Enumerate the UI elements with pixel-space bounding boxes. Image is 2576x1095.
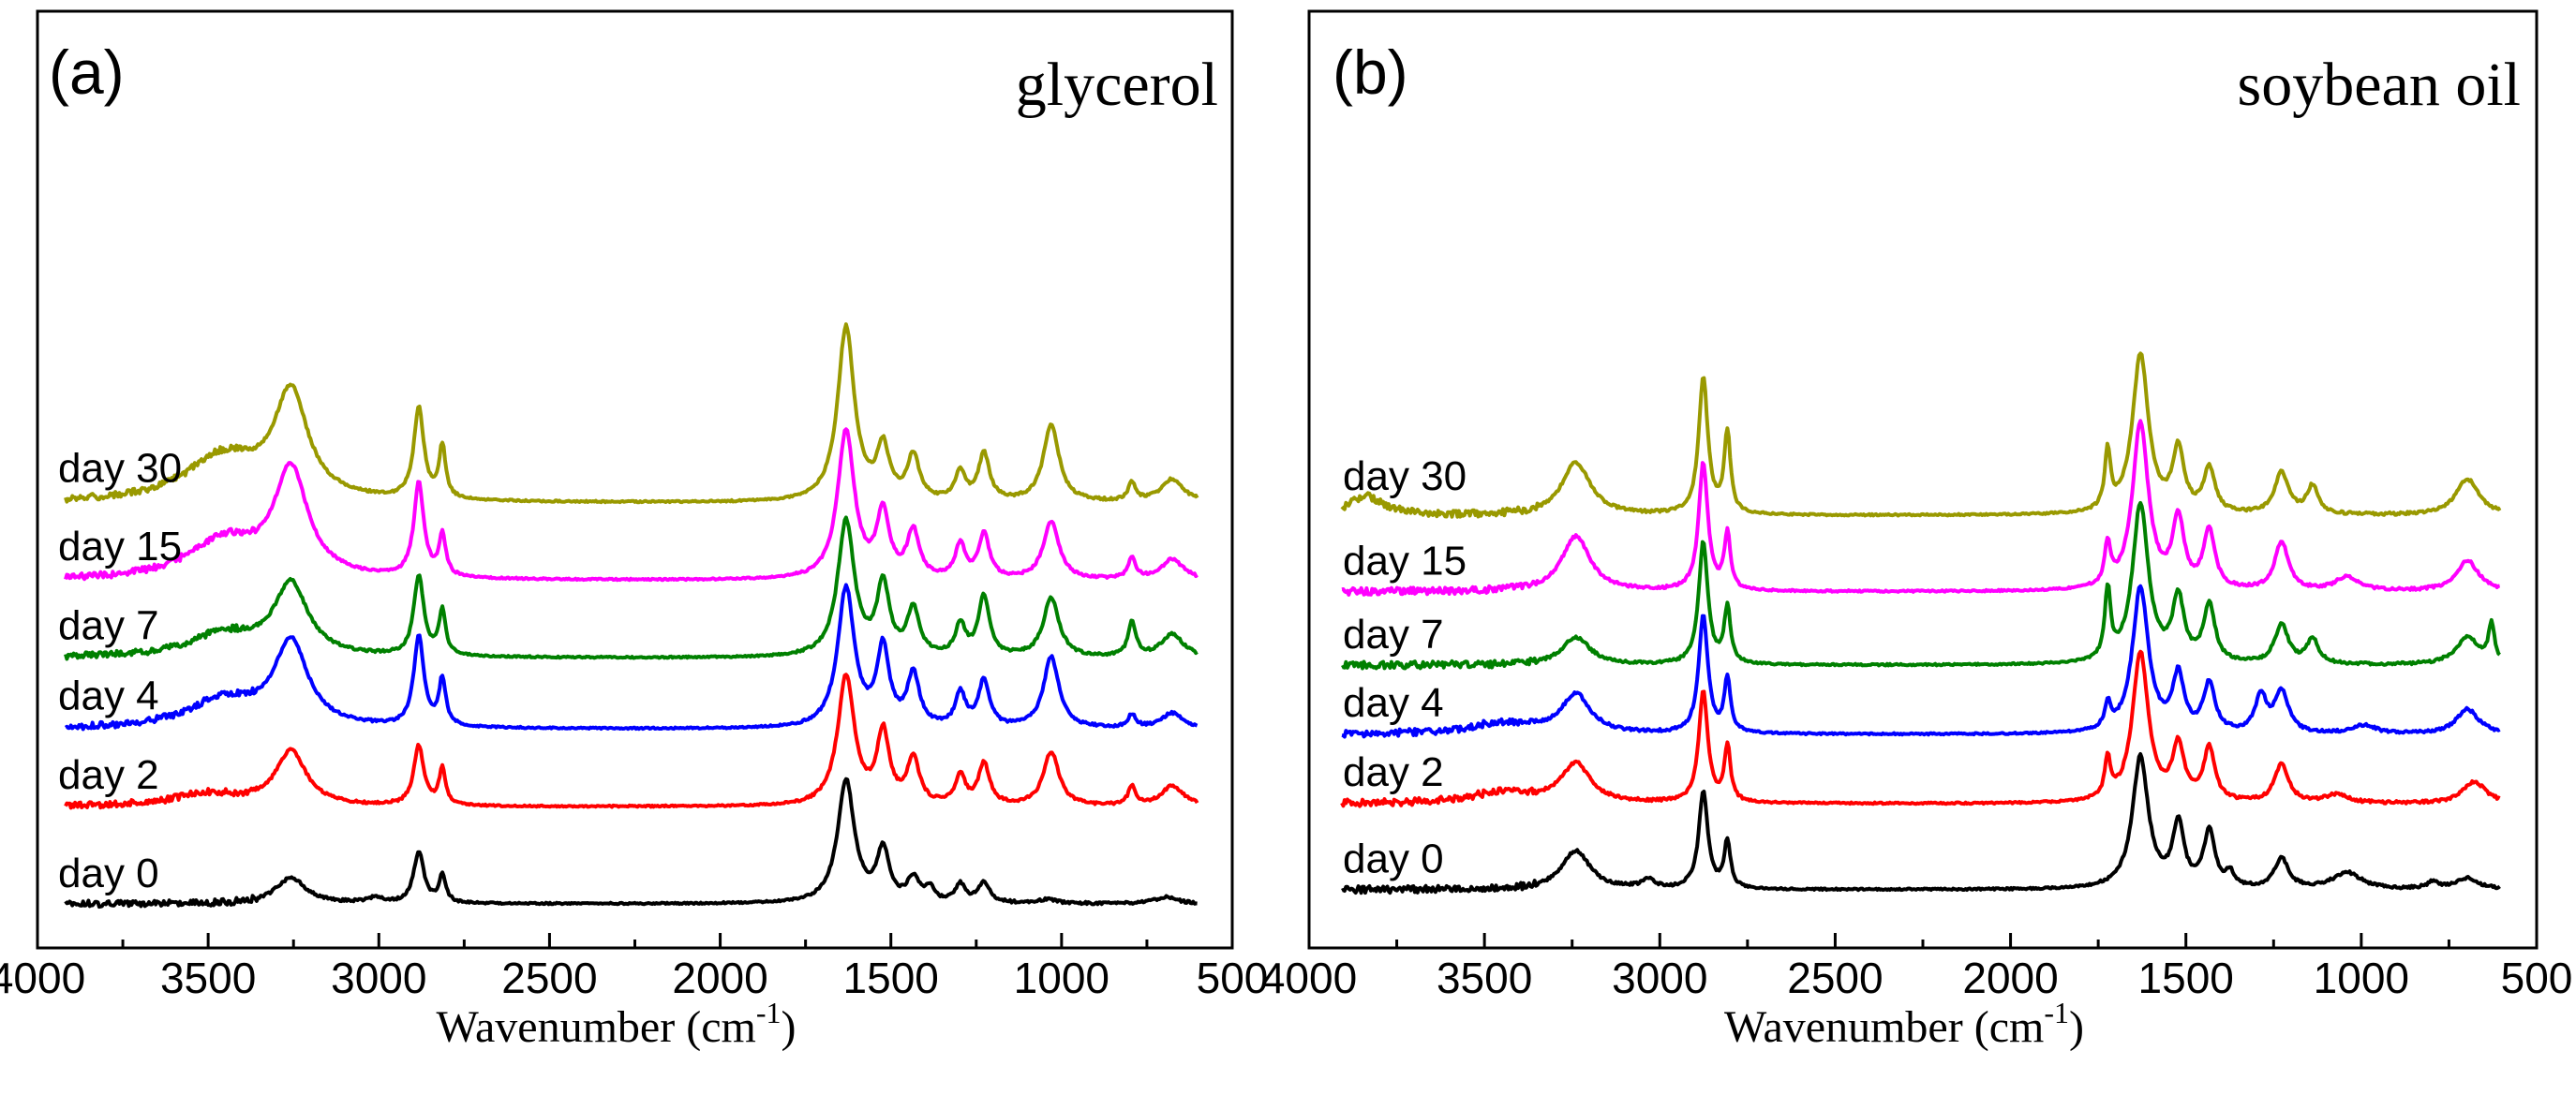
x-tick-label: 2500	[501, 954, 597, 1002]
x-tick-label: 3000	[1612, 954, 1707, 1002]
series-line-day-2	[64, 673, 1199, 810]
x-tick-label: 4000	[1261, 954, 1357, 1002]
series-label: day 15	[1343, 538, 1467, 584]
x-tick-label: 2500	[1787, 954, 1883, 1002]
series-label: day 4	[1343, 680, 1444, 726]
panel-a: 4000 3500 3000 2500 2000 1500 1000 500 Wavenumbe…	[0, 9, 1269, 1052]
series-line-day-7	[1341, 500, 2501, 671]
series-line-day-15	[64, 427, 1199, 583]
panel-b: 4000 3500 3000 2500 2000 1500 1000 500 Wavenumbe…	[1261, 9, 2573, 1052]
x-tick-label: 2000	[672, 954, 767, 1002]
x-tick-label: 1500	[2138, 954, 2234, 1002]
x-axis-label: Wavenumber (cm-1)	[1724, 996, 2084, 1052]
x-tick-label: 1000	[2314, 954, 2409, 1002]
x-tick-label: 500	[1197, 954, 1269, 1002]
plot-area-frame	[1307, 9, 2539, 950]
series-line-day-2	[1340, 649, 2501, 808]
series-line-day-4	[1341, 584, 2501, 739]
x-axis-label-text: Wavenumber (cm	[1724, 1002, 2044, 1052]
x-tick-label: 3000	[331, 954, 426, 1002]
chart-title: glycerol	[1016, 51, 1218, 119]
series-label: day 30	[1343, 453, 1467, 499]
series-label: day 7	[58, 602, 159, 648]
x-tick-label: 1500	[843, 954, 939, 1002]
series-label: day 15	[58, 524, 182, 570]
series-line-day-0	[64, 777, 1199, 910]
series-line-day-0	[1341, 752, 2501, 895]
x-tick-label: 2000	[1962, 954, 2058, 1002]
series-label: day 0	[1343, 836, 1444, 882]
x-axis-label-close: )	[782, 1002, 797, 1052]
x-tick-label: 3500	[160, 954, 256, 1002]
panel-label: (b)	[1333, 37, 1408, 107]
series-line-day-30	[1340, 351, 2502, 519]
series-label: day 30	[58, 445, 182, 491]
x-tick-label: 3500	[1437, 954, 1532, 1002]
series-line-day-30	[64, 322, 1199, 505]
x-tick-label: 500	[2501, 954, 2573, 1002]
x-axis-label-text: Wavenumber (cm	[437, 1002, 756, 1052]
x-tick-label: 4000	[0, 954, 85, 1002]
chart-title: soybean oil	[2238, 51, 2521, 119]
x-axis-label: Wavenumber (cm-1)	[437, 996, 797, 1052]
series-line-day-4	[64, 583, 1199, 732]
x-axis-label-close: )	[2069, 1002, 2084, 1052]
x-tick-label: 1000	[1014, 954, 1109, 1002]
panel-label: (a)	[49, 37, 125, 107]
series-line-day-15	[1341, 419, 2501, 597]
x-axis-label-superscript: -1	[2044, 996, 2069, 1029]
series-label: day 0	[58, 851, 159, 896]
series-label: day 4	[58, 673, 159, 719]
series-label: day 7	[1343, 612, 1444, 658]
x-axis-label-superscript: -1	[756, 996, 782, 1029]
series-label: day 2	[58, 752, 159, 798]
series-line-day-7	[64, 515, 1199, 661]
series-label: day 2	[1343, 749, 1444, 795]
